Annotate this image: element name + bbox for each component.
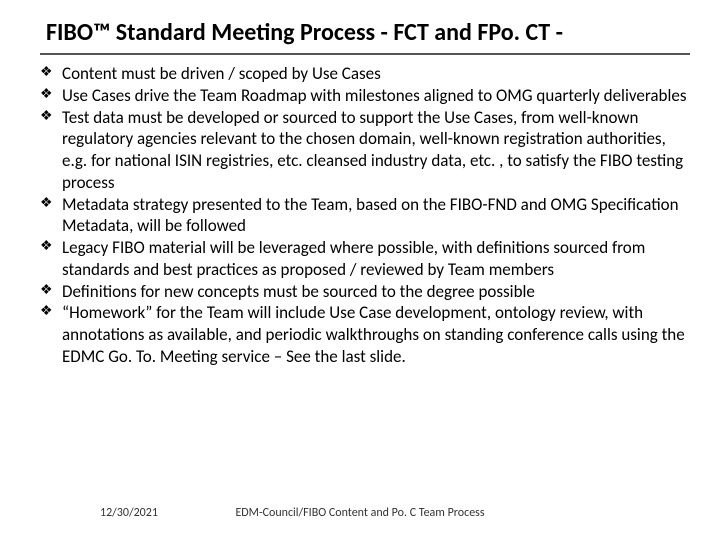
footer-center-text: EDM-Council/FIBO Content and Po. C Team … (0, 506, 720, 520)
list-item: Content must be driven / scoped by Use C… (40, 63, 690, 85)
title-rule (40, 53, 690, 55)
list-item: “Homework” for the Team will include Use… (40, 302, 690, 367)
slide-title: FIBO™ Standard Meeting Process - FCT and… (40, 18, 690, 47)
list-item: Metadata strategy presented to the Team,… (40, 194, 690, 238)
list-item: Use Cases drive the Team Roadmap with mi… (40, 85, 690, 107)
bullet-list: Content must be driven / scoped by Use C… (40, 63, 690, 368)
slide: FIBO™ Standard Meeting Process - FCT and… (0, 0, 720, 540)
list-item: Definitions for new concepts must be sou… (40, 281, 690, 303)
list-item: Test data must be developed or sourced t… (40, 107, 690, 194)
footer: EDM-Council/FIBO Content and Po. C Team … (0, 506, 720, 520)
list-item: Legacy FIBO material will be leveraged w… (40, 237, 690, 281)
